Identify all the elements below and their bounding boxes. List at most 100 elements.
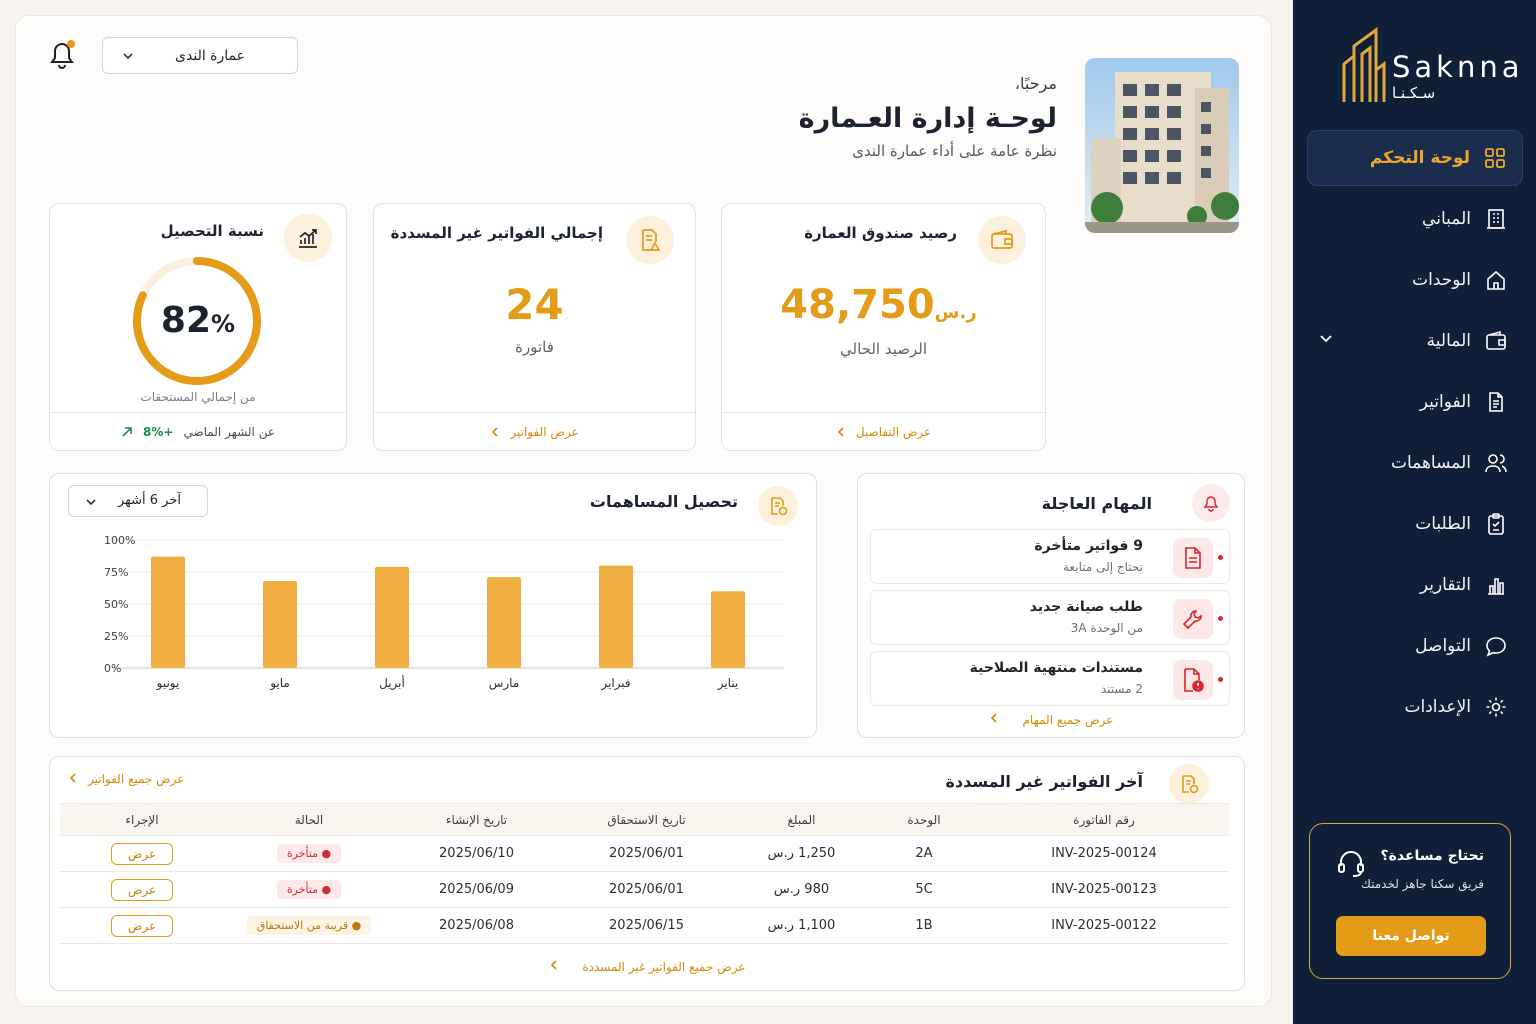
x-tick-label: أبريل — [379, 675, 405, 691]
wallet-icon — [978, 216, 1026, 264]
invoice-unit: 1B — [869, 907, 979, 944]
bar — [711, 591, 745, 668]
invoice-created: 2025/06/08 — [394, 907, 559, 944]
wrench-icon — [1173, 599, 1213, 639]
chevron-down-icon — [123, 53, 133, 60]
collection-rate-caption: من إجمالي المستحقات — [140, 390, 256, 404]
welcome-block: مرحبًا، لوحـة إدارة العـمارة نظرة عامة ع… — [799, 74, 1057, 160]
users-icon — [1485, 452, 1507, 474]
chevron-down-icon[interactable] — [1319, 331, 1333, 345]
view-invoice-button[interactable]: عرض — [111, 914, 173, 937]
view-invoices-link[interactable]: عرض الفواتير — [374, 412, 695, 450]
sidebar-item-units[interactable]: الوحدات — [1307, 252, 1523, 308]
sidebar-item-finance[interactable]: المالية — [1307, 313, 1523, 369]
unpaid-count: 24 — [505, 280, 564, 329]
invoice-id: INV-2025-00124 — [979, 835, 1229, 872]
sidebar-item-communication[interactable]: التواصل — [1307, 618, 1523, 674]
fund-title: رصيد صندوق العمارة — [804, 224, 957, 242]
invoice-status: ● متأخرة — [224, 835, 394, 872]
grid-icon — [1484, 147, 1506, 169]
building-select[interactable]: عمارة الندى — [102, 37, 298, 74]
sidebar-item-label: الفواتير — [1419, 392, 1471, 412]
unpaid-invoices-card: إجمالي الفواتير غير المسددة 24 فاتورة عر… — [373, 203, 696, 451]
fund-balance: ر.س48,750 — [780, 282, 977, 328]
sidebar: Saknna سـكـنـا لوحة التحكم المباني الوحد… — [1293, 0, 1536, 1024]
y-tick-label: 25% — [104, 630, 128, 643]
sidebar-item-invoices[interactable]: الفواتير — [1307, 374, 1523, 430]
brand-logo[interactable]: Saknna سـكـنـا — [1340, 20, 1520, 106]
invoice-due: 2025/06/15 — [559, 907, 734, 944]
x-tick-label: يناير — [717, 676, 739, 691]
view-details-link[interactable]: عرض التفاصيل — [722, 412, 1045, 450]
building-select-value: عمارة الندى — [175, 47, 245, 64]
sidebar-item-contributions[interactable]: المساهمات — [1307, 435, 1523, 491]
chevron-down-icon — [86, 499, 96, 506]
brand-latin: Saknna — [1392, 50, 1524, 84]
sidebar-item-label: المساهمات — [1390, 453, 1471, 473]
table-row[interactable]: INV-2025-00124 2A 1,250 ر.س 2025/06/01 2… — [60, 835, 1229, 872]
help-subtitle: فريق سكنا جاهز لخدمتك — [1361, 877, 1484, 891]
task-item[interactable]: مستندات منتهية الصلاحية 2 مستند — [870, 651, 1230, 706]
unread-dot — [1218, 616, 1223, 621]
contact-us-button[interactable]: تواصل معنا — [1336, 916, 1486, 956]
view-invoice-button[interactable]: عرض — [111, 842, 173, 865]
invoice-created: 2025/06/10 — [394, 835, 559, 872]
page-title: لوحـة إدارة العـمارة — [798, 103, 1057, 134]
building-photo — [1085, 58, 1239, 233]
sidebar-item-settings[interactable]: الإعدادات — [1307, 679, 1523, 735]
task-item[interactable]: طلب صيانة جديد من الوحدة 3A — [870, 590, 1230, 645]
headset-icon — [1338, 851, 1364, 877]
gear-icon — [1485, 696, 1507, 718]
chevron-left-icon — [492, 426, 498, 437]
notification-bell-icon[interactable] — [46, 38, 78, 76]
bar — [151, 556, 185, 668]
period-select[interactable]: آخر 6 أشهر — [68, 485, 208, 517]
bar — [263, 580, 297, 668]
view-all-invoices-link[interactable]: عرض جميع الفواتير — [68, 772, 184, 786]
unpaid-title: إجمالي الفواتير غير المسددة — [390, 224, 603, 242]
view-all-unpaid-link[interactable]: عرض جميع الفواتير غير المسددة — [50, 959, 1244, 974]
sidebar-item-requests[interactable]: الطلبات — [1307, 496, 1523, 552]
wallet-icon — [1485, 330, 1507, 352]
bar — [599, 565, 633, 668]
receipt-clock-icon — [758, 486, 798, 526]
document-icon — [1485, 391, 1507, 413]
view-invoice-button[interactable]: عرض — [111, 878, 173, 901]
y-tick-label: 100% — [104, 534, 135, 547]
col-header: الإجراء — [60, 803, 224, 836]
contributions-bar-chart: 0% 25% 50% 75% 100% يناير فبراير مارس أبريل مايو ي… — [104, 534, 784, 691]
table-row[interactable]: INV-2025-00123 5C 980 ر.س 2025/06/01 202… — [60, 871, 1229, 908]
invoices-title: آخر الفواتير غير المسددة — [945, 772, 1143, 791]
chevron-left-icon — [990, 713, 997, 723]
bar — [487, 577, 521, 668]
view-all-tasks-link[interactable]: عرض جميع المهام — [858, 712, 1244, 727]
sidebar-item-reports[interactable]: التقارير — [1307, 557, 1523, 613]
sidebar-item-buildings[interactable]: المباني — [1307, 191, 1523, 247]
collection-change: +8% عن الشهر الماضي — [50, 412, 346, 450]
tasks-title: المهام العاجلة — [1041, 494, 1152, 513]
chevron-left-icon — [550, 960, 557, 970]
bell-icon — [1192, 484, 1230, 522]
table-row[interactable]: INV-2025-00122 1B 1,100 ر.س 2025/06/15 2… — [60, 907, 1229, 944]
invoice-amount: 1,250 ر.س — [734, 835, 869, 872]
sidebar-item-dashboard[interactable]: لوحة التحكم — [1307, 130, 1523, 186]
unpaid-caption: فاتورة — [515, 338, 554, 356]
collection-rate-card: نسبة التحصيل 82% من إجمالي المستحقات +8%… — [49, 203, 347, 451]
col-header: المبلغ — [734, 803, 869, 836]
invoice-created: 2025/06/09 — [394, 871, 559, 908]
chat-icon — [1485, 635, 1507, 657]
collection-gauge — [133, 257, 261, 385]
invoice-due: 2025/06/01 — [559, 871, 734, 908]
unread-dot — [1218, 555, 1223, 560]
invoice-amount: 1,100 ر.س — [734, 907, 869, 944]
invoice-id: INV-2025-00123 — [979, 871, 1229, 908]
bar-chart-icon — [1485, 574, 1507, 596]
task-item[interactable]: 9 فواتير متأخرة تحتاج إلى متابعة — [870, 529, 1230, 584]
receipt-clock-icon — [1169, 764, 1209, 804]
sidebar-item-label: التواصل — [1415, 636, 1471, 656]
x-tick-label: يونيو — [156, 676, 180, 691]
clipboard-icon — [1485, 513, 1507, 535]
y-tick-label: 75% — [104, 566, 128, 579]
invoice-unit: 2A — [869, 835, 979, 872]
chevron-left-icon — [69, 773, 76, 783]
